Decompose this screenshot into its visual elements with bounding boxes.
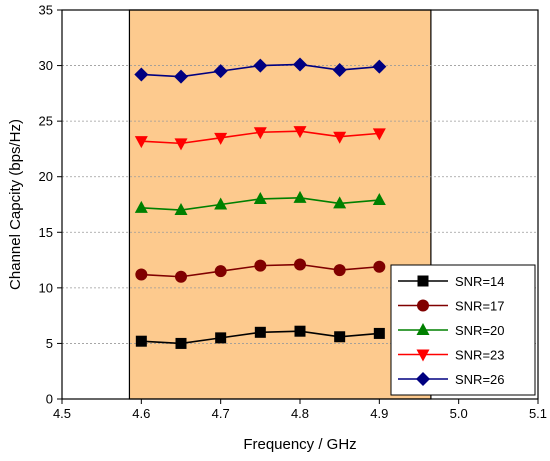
series-layer bbox=[134, 57, 387, 349]
data-point bbox=[214, 132, 228, 145]
data-point bbox=[135, 335, 147, 347]
data-point bbox=[253, 58, 268, 73]
data-point bbox=[372, 128, 386, 141]
data-point bbox=[253, 127, 267, 140]
highlight-band-layer bbox=[128, 9, 432, 400]
data-point bbox=[174, 138, 188, 151]
y-tick-label: 35 bbox=[39, 3, 53, 18]
y-axis-title: Channel Capcity (bps/Hz) bbox=[7, 119, 24, 290]
data-point bbox=[134, 200, 148, 213]
data-point bbox=[294, 258, 306, 271]
data-point bbox=[214, 265, 227, 278]
data-point bbox=[175, 337, 187, 349]
data-point bbox=[175, 270, 187, 283]
y-tick-label: 15 bbox=[39, 225, 53, 240]
tick-layer: 4.5 4.6 4.7 4.8 4.9 5.0 5.1 0 5 10 15 20 25 30 35 bbox=[39, 3, 548, 422]
data-point bbox=[214, 197, 228, 210]
data-point bbox=[333, 131, 347, 144]
legend: SNR=14 SNR=17 SNR=20 SNR=23 SNR=26 bbox=[390, 264, 536, 396]
data-point bbox=[372, 59, 387, 74]
x-tick-label: 4.8 bbox=[291, 406, 309, 421]
x-tick-label: 4.6 bbox=[132, 406, 150, 421]
data-point bbox=[294, 325, 306, 337]
legend-label: SNR=17 bbox=[455, 299, 505, 314]
data-point bbox=[254, 326, 266, 338]
data-point bbox=[215, 332, 227, 344]
legend-label: SNR=23 bbox=[455, 348, 505, 363]
highlight-band bbox=[128, 9, 432, 400]
data-point bbox=[174, 69, 188, 84]
x-tick-label: 5.0 bbox=[450, 406, 468, 421]
data-point bbox=[372, 193, 386, 206]
legend-marker bbox=[417, 299, 429, 312]
x-tick-label: 4.5 bbox=[53, 406, 71, 421]
data-point bbox=[213, 64, 228, 79]
data-point bbox=[293, 57, 307, 72]
y-tick-label: 10 bbox=[39, 280, 53, 295]
data-point bbox=[373, 327, 385, 339]
data-point bbox=[253, 191, 267, 204]
legend-marker bbox=[416, 349, 430, 362]
data-point bbox=[293, 126, 307, 139]
series-snr-26 bbox=[134, 57, 387, 84]
y-tick-label: 30 bbox=[39, 58, 53, 73]
x-tick-label: 4.7 bbox=[212, 406, 230, 421]
data-point bbox=[333, 196, 347, 209]
series-snr-14 bbox=[135, 325, 385, 349]
x-axis-title: Frequency / GHz bbox=[243, 436, 356, 453]
data-point bbox=[333, 264, 346, 277]
series-snr-23 bbox=[134, 126, 386, 151]
legend-label: SNR=20 bbox=[455, 323, 505, 338]
y-tick-label: 20 bbox=[39, 169, 53, 184]
legend-label: SNR=14 bbox=[455, 274, 505, 289]
x-tick-label: 5.1 bbox=[529, 406, 547, 421]
data-point bbox=[134, 136, 148, 149]
data-point bbox=[254, 259, 267, 272]
series-snr-17 bbox=[135, 258, 386, 283]
y-tick-label: 0 bbox=[46, 392, 53, 407]
legend-marker bbox=[416, 323, 430, 335]
data-point bbox=[134, 67, 149, 82]
data-point bbox=[373, 260, 386, 273]
data-point bbox=[332, 63, 347, 78]
legend-marker bbox=[417, 275, 429, 287]
series-snr-20 bbox=[134, 190, 386, 216]
x-tick-label: 4.9 bbox=[370, 406, 388, 421]
data-point bbox=[334, 331, 346, 343]
data-point bbox=[293, 190, 307, 203]
data-point bbox=[135, 268, 148, 281]
y-tick-label: 25 bbox=[39, 114, 53, 129]
y-tick-label: 5 bbox=[46, 336, 53, 351]
legend-marker bbox=[416, 372, 430, 386]
data-point bbox=[174, 203, 188, 216]
legend-label: SNR=26 bbox=[455, 372, 505, 387]
